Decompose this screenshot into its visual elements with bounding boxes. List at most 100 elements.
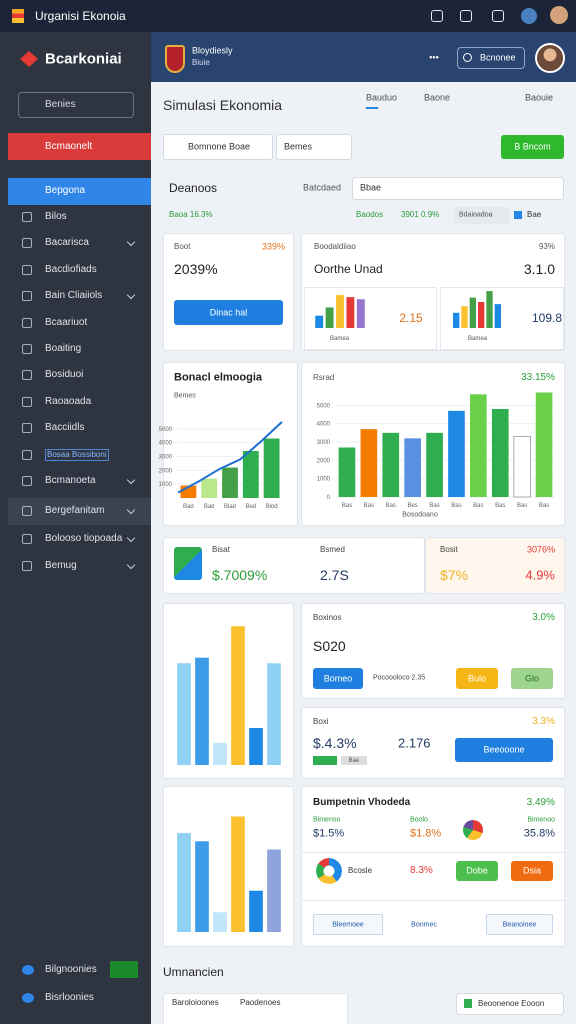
button-label[interactable]: Bomeo [323, 673, 353, 683]
chart-card [163, 603, 294, 779]
tag[interactable] [313, 914, 383, 935]
button-label[interactable]: Beeooone [483, 744, 525, 755]
nav-item[interactable]: Bcaariuot [45, 317, 88, 328]
active-nav-item[interactable] [8, 178, 151, 205]
button[interactable] [456, 668, 498, 689]
toolbar-icon[interactable] [492, 10, 504, 22]
tab[interactable]: Bauduo [366, 92, 398, 103]
value: 2.7S [320, 567, 349, 583]
select[interactable] [276, 134, 352, 160]
card-title: Rsrad [313, 373, 335, 382]
nav-icon [22, 265, 32, 275]
select-label[interactable]: Bbae [360, 182, 382, 193]
stat-label: Baodos [356, 210, 384, 219]
primary-button[interactable] [501, 135, 564, 159]
column-label: Boolo [410, 816, 428, 824]
toolbar-icon[interactable] [431, 10, 443, 22]
button-label[interactable]: Dsia [522, 865, 542, 876]
primary-button-label[interactable]: B Bncom [514, 141, 551, 152]
nav-item[interactable]: Raoaoada [45, 396, 92, 407]
tag-label[interactable]: Bonmec [411, 921, 437, 929]
nav-icon [22, 370, 32, 380]
label: Boxi [313, 717, 329, 726]
nav-item[interactable]: Bacciidls [45, 422, 85, 433]
stat-card [301, 233, 565, 351]
select-label[interactable]: Bomnone Boae [188, 141, 251, 152]
menu-dots[interactable]: ••• [429, 52, 439, 63]
nav-item[interactable]: Bacdiofiads [45, 264, 97, 275]
tag-label[interactable]: Beanoinee [502, 921, 537, 929]
button[interactable] [511, 668, 553, 689]
chart-card [301, 362, 565, 526]
select-label[interactable]: Bemes [284, 141, 313, 152]
change: 3076% [526, 544, 555, 555]
button[interactable] [455, 738, 553, 762]
nav-item[interactable]: Bolooso tiopoada [45, 533, 123, 544]
notification-icon[interactable] [521, 8, 537, 24]
alert-item-label[interactable]: Bcmaonelt [45, 141, 93, 152]
button[interactable] [456, 993, 564, 1015]
nav-item[interactable]: Bergefanitam [45, 505, 105, 516]
column-label: Bimenoo [527, 816, 555, 824]
nav-icon [22, 344, 32, 354]
change: 3.0% [532, 612, 555, 623]
select[interactable] [352, 177, 564, 200]
select-label[interactable]: Bdaioadoa [459, 211, 493, 219]
nav-item[interactable]: Bemug [45, 560, 77, 571]
button-label[interactable]: Dinac hal [209, 307, 248, 317]
search-placeholder[interactable]: Benies [45, 99, 76, 110]
nav-item[interactable]: Bacarisca [45, 237, 89, 248]
tab[interactable]: Baouie [525, 92, 554, 103]
nav-item[interactable]: Bosaa Bossiboni [45, 449, 109, 461]
button[interactable] [174, 300, 283, 325]
change: 93% [538, 242, 555, 251]
brand-logo [20, 51, 38, 67]
search-box[interactable] [18, 92, 134, 118]
nav-icon [22, 476, 32, 486]
nav-item[interactable]: Boaiting [45, 343, 82, 354]
toolbar-icon[interactable] [460, 10, 472, 22]
change: 3.49% [526, 797, 555, 808]
button-label[interactable]: Beoonenoe Eooon [478, 999, 545, 1008]
user-avatar[interactable] [550, 6, 568, 24]
button-icon [464, 999, 472, 1008]
nav-item[interactable]: Bilgnoonies [45, 964, 97, 975]
label: Bsmed [320, 545, 345, 554]
nav-item[interactable]: Bisrloonies [45, 992, 94, 1003]
button-label[interactable]: Bulo [467, 673, 487, 683]
page-title: Simulasi Ekonomia [163, 97, 283, 113]
tab[interactable]: Baone [424, 92, 451, 103]
button[interactable] [456, 861, 498, 881]
donut-icon [316, 858, 342, 884]
nav-item[interactable]: Bilos [45, 211, 67, 222]
value: $.7009% [212, 567, 268, 583]
header-button-label[interactable]: Bcnonee [480, 52, 516, 63]
button[interactable] [313, 668, 363, 689]
nav-item[interactable]: Bain Cliaiiols [45, 290, 103, 301]
header-button[interactable] [457, 47, 525, 69]
button-label[interactable]: Glo [524, 673, 540, 683]
org-name: Bloydiesly [192, 45, 233, 56]
stat-card [425, 537, 565, 594]
divider [301, 900, 565, 901]
select[interactable] [454, 207, 509, 224]
active-nav-label[interactable]: Bepgona [45, 185, 86, 196]
nav-item[interactable]: Bcmanoeta [45, 475, 96, 486]
section-title: Deanoos [169, 181, 218, 195]
nav-icon [22, 534, 32, 544]
button-label[interactable]: Dobe [466, 865, 488, 876]
alert-item[interactable] [8, 133, 151, 160]
tag[interactable] [486, 914, 553, 935]
top-bar [0, 0, 576, 32]
note: Pocoooloco 2.35 [373, 674, 426, 682]
nav-icon [22, 212, 32, 222]
tag-label[interactable]: Bleemoee [332, 921, 364, 929]
nav-item[interactable]: Bosiduoi [45, 369, 84, 380]
button[interactable] [511, 861, 553, 881]
select[interactable] [163, 134, 273, 160]
profile-avatar[interactable] [535, 43, 565, 73]
card-title: Bonacl elmoogia [174, 371, 263, 384]
card-title: Oorthe Unad [314, 262, 383, 276]
label: Bemes [174, 392, 196, 400]
value: $7% [440, 567, 469, 583]
